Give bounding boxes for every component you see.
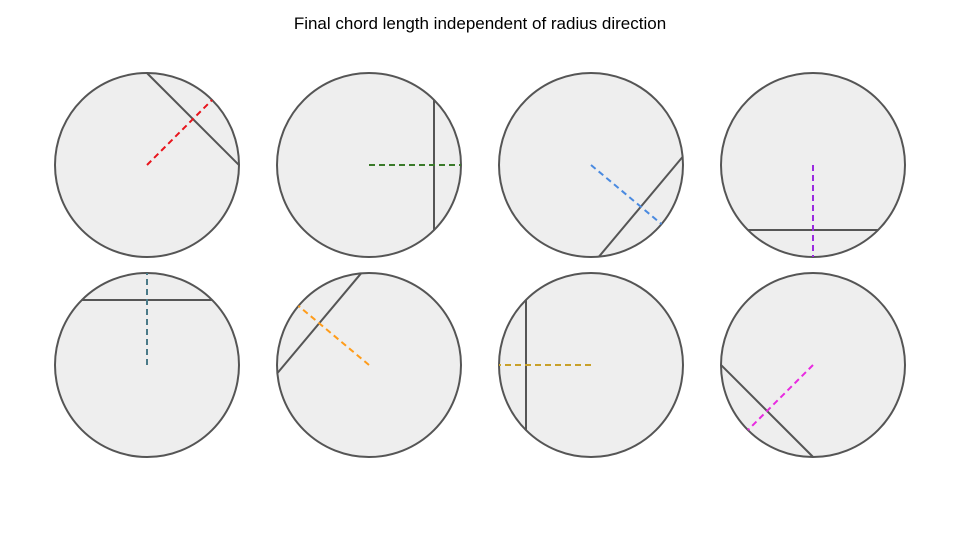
chord-panel xyxy=(720,72,906,258)
radius-dashed-line xyxy=(590,164,663,225)
chord-panel xyxy=(276,72,462,258)
chord-panel xyxy=(498,72,684,258)
page-title: Final chord length independent of radius… xyxy=(293,14,667,33)
radius-dashed-line xyxy=(146,99,213,166)
chord-panel xyxy=(54,72,240,258)
chord-panel xyxy=(276,272,462,458)
chord-panel xyxy=(498,272,684,458)
chord-panel xyxy=(54,272,240,458)
chord-panel xyxy=(720,272,906,458)
radius-dashed-line xyxy=(747,364,814,431)
radius-dashed-line xyxy=(297,305,370,366)
